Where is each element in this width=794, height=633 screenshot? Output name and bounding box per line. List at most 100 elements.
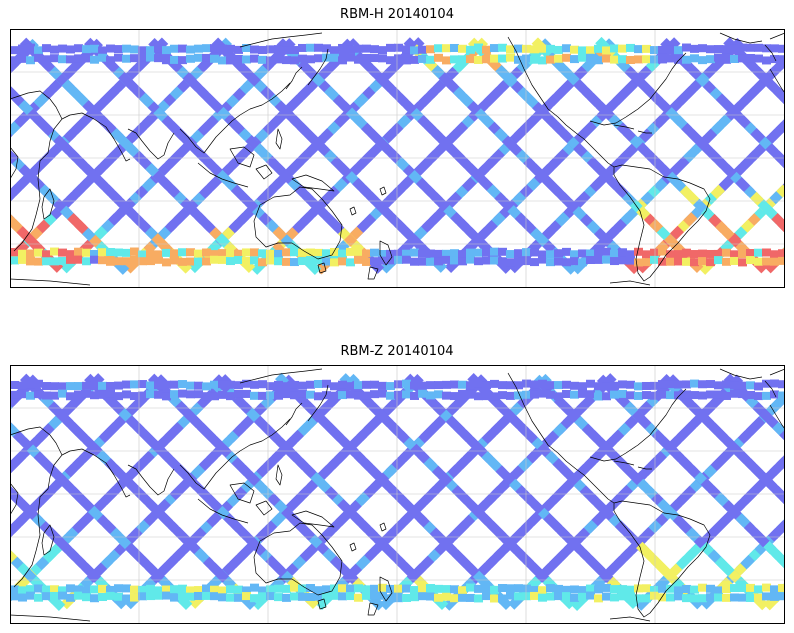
swath-cell bbox=[594, 44, 603, 53]
swath-cell bbox=[218, 44, 227, 53]
swath-cell bbox=[98, 256, 107, 265]
swath-cell bbox=[490, 379, 499, 388]
swath-cell bbox=[106, 389, 115, 398]
swath-cell bbox=[330, 46, 339, 55]
swath-cell bbox=[370, 248, 379, 257]
swath-cell bbox=[706, 584, 715, 593]
swath-cell bbox=[258, 46, 267, 55]
swath-cell bbox=[626, 391, 635, 400]
swath-cell bbox=[594, 594, 603, 603]
swath-cell bbox=[50, 585, 59, 594]
swath-cell bbox=[410, 46, 419, 55]
swath-cell bbox=[386, 594, 395, 603]
swath-cell bbox=[66, 250, 75, 259]
swath-cell bbox=[506, 591, 515, 600]
swath-cell bbox=[458, 44, 467, 53]
swath-cell bbox=[210, 250, 219, 259]
swath-cell bbox=[706, 258, 715, 267]
swath-cell bbox=[82, 389, 91, 398]
swath-cell bbox=[546, 390, 555, 399]
swath-cell bbox=[666, 593, 675, 602]
swath-cell bbox=[674, 46, 683, 55]
swath-cell bbox=[442, 391, 451, 400]
swath-cell bbox=[578, 389, 587, 398]
swath-cell bbox=[282, 382, 291, 391]
swath-cell bbox=[506, 381, 515, 390]
swath-cell bbox=[586, 584, 595, 593]
swath-cell bbox=[434, 593, 443, 602]
swath-cell bbox=[82, 586, 91, 595]
swath-cell bbox=[226, 392, 235, 401]
swath-cell bbox=[74, 390, 83, 399]
swath-cell bbox=[394, 255, 403, 264]
swath-cell bbox=[538, 44, 547, 53]
swath-cell bbox=[186, 390, 195, 399]
swath-cell bbox=[474, 43, 483, 52]
swath-cell bbox=[386, 382, 395, 391]
swath-cell bbox=[778, 249, 785, 258]
swath-cell bbox=[498, 257, 507, 266]
swath-cell bbox=[610, 55, 619, 64]
swath-cell bbox=[562, 380, 571, 389]
swath-cell bbox=[602, 382, 611, 391]
swath-cell bbox=[362, 380, 371, 389]
swath-cell bbox=[122, 44, 131, 53]
swath-cell bbox=[378, 381, 387, 390]
swath-cell bbox=[610, 390, 619, 399]
swath-cell bbox=[418, 585, 427, 594]
swath-cell bbox=[130, 380, 139, 389]
swath-cell bbox=[226, 56, 235, 65]
swath-cell bbox=[482, 248, 491, 257]
swath-cell bbox=[722, 585, 731, 594]
swath-cell bbox=[18, 586, 27, 595]
swath-cell bbox=[306, 43, 315, 52]
swath-cell bbox=[698, 56, 707, 65]
swath-cell bbox=[322, 592, 331, 601]
swath-cell bbox=[26, 585, 35, 594]
swath-cell bbox=[282, 390, 291, 399]
swath-cell bbox=[186, 592, 195, 601]
swath-cell bbox=[114, 53, 123, 62]
swath-cell bbox=[106, 257, 115, 266]
swath-cell bbox=[570, 250, 579, 259]
swath-cell bbox=[74, 255, 83, 264]
swath-cell bbox=[402, 255, 411, 264]
swath-cell bbox=[50, 391, 59, 400]
swath-cell bbox=[754, 585, 763, 594]
swath-cell bbox=[618, 256, 627, 265]
swath-cell bbox=[362, 53, 371, 62]
swath-cell bbox=[82, 257, 91, 266]
swath-cell bbox=[682, 380, 691, 389]
swath-cell bbox=[386, 249, 395, 258]
swath-cell bbox=[762, 257, 771, 266]
swath-cell bbox=[130, 392, 139, 401]
swath-cell bbox=[738, 584, 747, 593]
swath-cell bbox=[762, 379, 771, 388]
swath-cell bbox=[458, 593, 467, 602]
swath-cell bbox=[226, 585, 235, 594]
swath-cell bbox=[530, 248, 539, 257]
swath-cell bbox=[754, 392, 763, 401]
swath-cell bbox=[138, 250, 147, 259]
swath-cell bbox=[682, 55, 691, 64]
swath-cell bbox=[130, 45, 139, 54]
swath-cell bbox=[234, 255, 243, 264]
swath-cell bbox=[450, 43, 459, 52]
swath-cell bbox=[570, 593, 579, 602]
swath-cell bbox=[514, 249, 523, 258]
swath-cell bbox=[98, 390, 107, 399]
swath-cell bbox=[772, 421, 785, 441]
swath-cell bbox=[82, 54, 91, 63]
swath-cell bbox=[538, 255, 547, 264]
swath-cell bbox=[762, 44, 771, 53]
swath-cell bbox=[722, 248, 731, 257]
swath-cell bbox=[706, 390, 715, 399]
swath-cell bbox=[610, 249, 619, 258]
swath-cell bbox=[674, 586, 683, 595]
swath-cell bbox=[258, 380, 267, 389]
swath-cell bbox=[682, 257, 691, 266]
swath-cell bbox=[714, 53, 723, 62]
swath-cell bbox=[90, 44, 99, 53]
swath-cell bbox=[746, 249, 755, 258]
swath-cell bbox=[282, 56, 291, 65]
